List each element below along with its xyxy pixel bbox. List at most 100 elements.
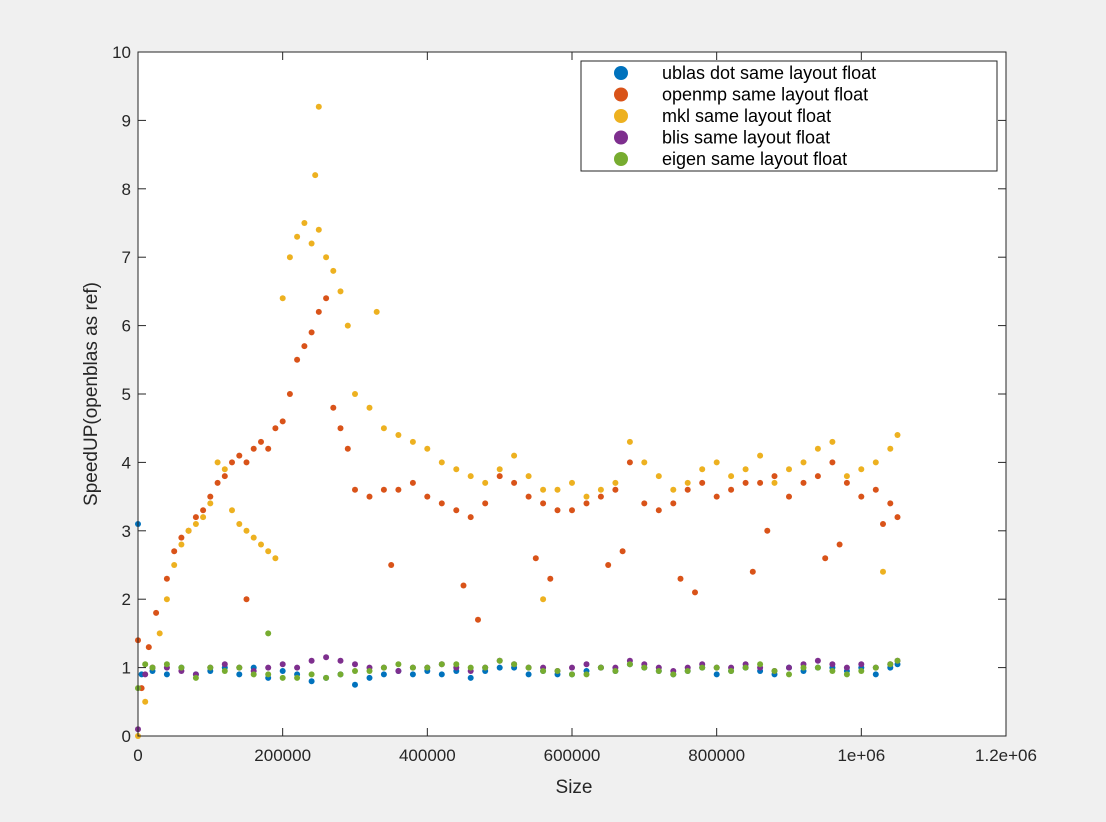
data-point: [467, 514, 474, 521]
data-point: [872, 486, 879, 493]
data-point: [764, 527, 771, 534]
y-tick-label: 2: [122, 590, 131, 609]
y-tick-label: 0: [122, 727, 131, 746]
data-point: [641, 500, 648, 507]
data-point: [814, 445, 821, 452]
data-point: [308, 657, 315, 664]
data-point: [814, 657, 821, 664]
data-point: [214, 459, 221, 466]
data-point: [670, 486, 677, 493]
data-point: [771, 479, 778, 486]
data-point: [858, 493, 865, 500]
data-point: [294, 664, 301, 671]
legend-entry: openmp same layout float: [662, 85, 868, 105]
data-point: [482, 664, 489, 671]
data-point: [380, 664, 387, 671]
data-point: [207, 493, 214, 500]
data-point: [467, 674, 474, 681]
data-point: [250, 445, 257, 452]
data-point: [171, 548, 178, 555]
y-tick-label: 9: [122, 111, 131, 130]
data-point: [265, 548, 272, 555]
data-point: [142, 698, 149, 705]
data-point: [192, 514, 199, 521]
data-point: [742, 479, 749, 486]
data-point: [294, 233, 301, 240]
data-point: [330, 267, 337, 274]
data-point: [409, 671, 416, 678]
data-point: [265, 630, 272, 637]
data-point: [612, 479, 619, 486]
data-point: [200, 514, 207, 521]
data-point: [352, 668, 358, 674]
data-point: [858, 466, 865, 473]
data-point: [330, 404, 337, 411]
data-point: [265, 664, 272, 671]
data-point: [677, 575, 684, 582]
data-point: [279, 661, 286, 668]
data-point: [699, 479, 706, 486]
data-point: [308, 329, 315, 336]
data-point: [236, 664, 243, 671]
legend-marker: [614, 152, 628, 166]
data-point: [800, 459, 807, 466]
data-point: [569, 507, 575, 514]
data-point: [597, 486, 604, 493]
data-point: [612, 486, 619, 493]
data-point: [786, 671, 792, 678]
data-point: [872, 459, 879, 466]
data-point: [771, 473, 778, 480]
data-point: [200, 507, 207, 514]
data-point: [547, 575, 554, 582]
series-1: [135, 295, 901, 692]
data-point: [409, 479, 416, 486]
data-point: [583, 500, 590, 507]
data-point: [569, 671, 575, 678]
data-point: [583, 661, 590, 668]
data-point: [641, 664, 648, 671]
data-point: [171, 562, 178, 568]
data-point: [532, 555, 539, 562]
data-point: [713, 664, 720, 671]
x-axis: 0 200000 400000 600000 800000 1e+06 1.2e+06: [133, 52, 1037, 765]
data-point: [713, 671, 720, 678]
data-point: [366, 493, 373, 500]
data-point: [207, 500, 214, 507]
data-point: [221, 661, 228, 668]
data-point: [163, 661, 170, 668]
data-point: [312, 172, 319, 179]
data-point: [843, 479, 850, 486]
data-point: [438, 459, 445, 466]
x-tick-label: 400000: [399, 746, 456, 765]
x-tick-label: 200000: [254, 746, 311, 765]
data-point: [424, 445, 431, 452]
y-tick-label: 5: [122, 385, 131, 404]
data-point: [692, 589, 698, 596]
data-point: [178, 541, 185, 548]
data-point: [308, 240, 315, 247]
data-point: [742, 664, 749, 671]
legend-marker: [614, 87, 628, 102]
data-point: [145, 644, 152, 651]
legend-marker: [614, 66, 628, 80]
data-point: [323, 295, 330, 302]
data-point: [496, 664, 503, 671]
data-point: [279, 418, 286, 425]
data-point: [229, 507, 235, 514]
data-point: [337, 671, 344, 678]
data-point: [525, 493, 532, 500]
data-point: [243, 527, 250, 534]
data-point: [207, 664, 214, 671]
data-point: [836, 541, 843, 548]
data-point: [337, 657, 344, 664]
data-point: [713, 493, 720, 500]
data-point: [597, 493, 604, 500]
data-point: [540, 668, 547, 674]
data-point: [757, 661, 764, 668]
data-point: [894, 514, 901, 521]
data-point: [163, 575, 170, 582]
data-point: [438, 671, 445, 678]
data-point: [800, 664, 807, 671]
